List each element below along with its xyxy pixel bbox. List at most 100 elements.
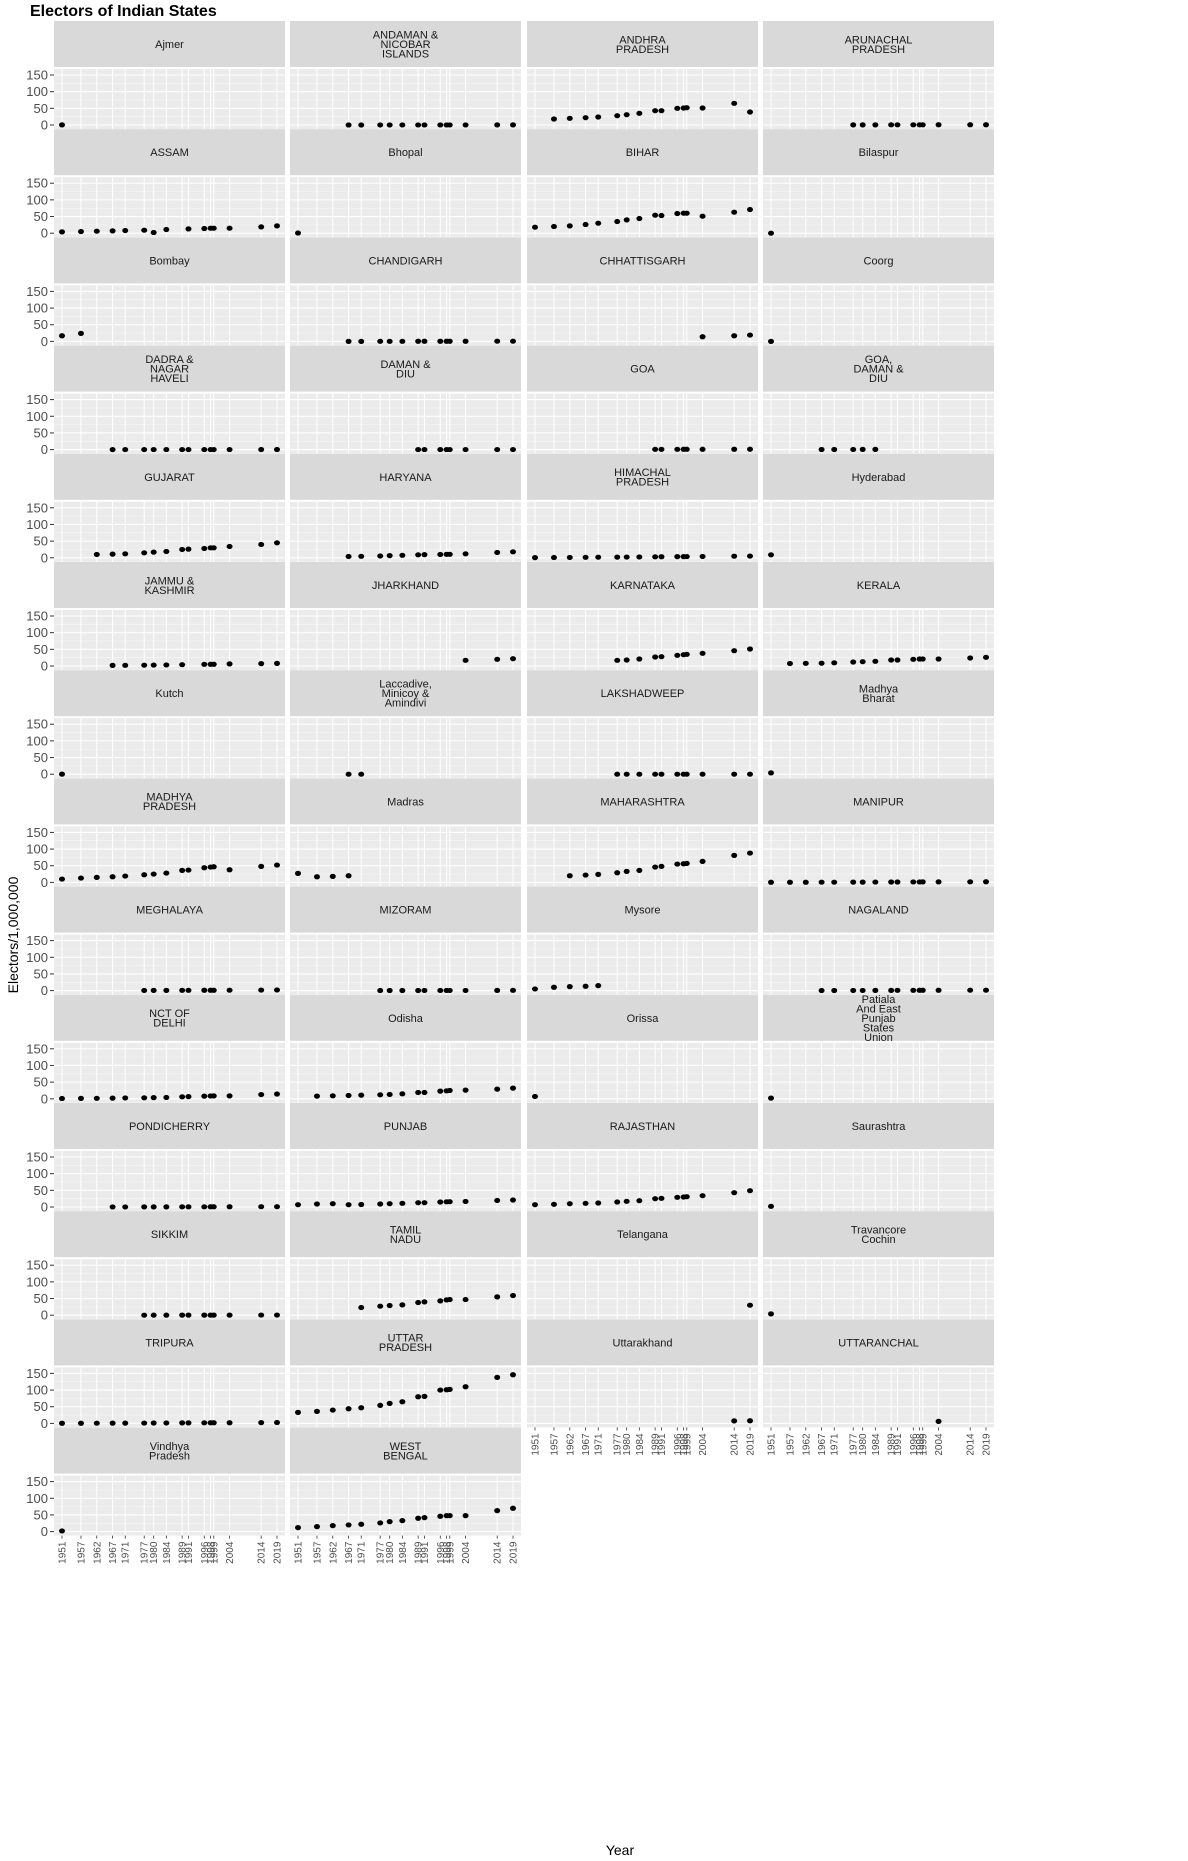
data-point bbox=[731, 100, 738, 106]
data-point bbox=[614, 870, 621, 876]
data-point bbox=[185, 867, 192, 873]
facet-strip bbox=[290, 21, 521, 67]
data-point bbox=[163, 548, 170, 555]
data-point bbox=[731, 852, 738, 859]
data-point bbox=[345, 338, 352, 344]
data-point bbox=[59, 876, 65, 882]
x-tick-label: 1957 bbox=[549, 1433, 560, 1456]
facet-strip bbox=[763, 994, 994, 1041]
facet-strip-label: NAGALAND bbox=[848, 905, 909, 917]
data-point bbox=[141, 987, 148, 994]
data-point bbox=[210, 987, 217, 993]
x-tick-label: 2014 bbox=[966, 1433, 977, 1456]
plot-background bbox=[527, 1259, 758, 1320]
y-tick-label: 150 bbox=[26, 500, 48, 515]
data-point bbox=[446, 987, 453, 994]
data-point bbox=[919, 879, 926, 885]
data-point bbox=[859, 659, 866, 665]
data-point bbox=[967, 122, 974, 128]
data-point bbox=[462, 1296, 469, 1303]
y-tick-label: 0 bbox=[41, 875, 48, 890]
plot-background bbox=[763, 610, 994, 670]
data-point bbox=[699, 105, 706, 111]
facet-strip bbox=[527, 129, 758, 176]
plot-background bbox=[763, 718, 994, 779]
data-point bbox=[595, 1200, 602, 1206]
data-point bbox=[494, 338, 501, 344]
data-point bbox=[614, 657, 621, 663]
x-tick-label: 1999 bbox=[445, 1541, 456, 1564]
x-tick-label: 1967 bbox=[108, 1541, 119, 1564]
data-point bbox=[850, 122, 857, 128]
data-point bbox=[295, 870, 301, 877]
data-point bbox=[683, 860, 690, 867]
data-point bbox=[595, 871, 602, 878]
data-point bbox=[122, 551, 129, 557]
data-point bbox=[566, 223, 573, 229]
y-tick-label: 0 bbox=[41, 1200, 48, 1215]
data-point bbox=[386, 122, 393, 128]
y-tick-label: 150 bbox=[26, 717, 48, 732]
data-point bbox=[185, 226, 192, 232]
x-tick-label: 1957 bbox=[312, 1541, 323, 1564]
x-tick-label: 1989 bbox=[414, 1541, 425, 1564]
data-point bbox=[859, 446, 866, 452]
facet-strip-label: JAMMU & KASHMIR bbox=[144, 575, 194, 597]
data-point bbox=[935, 122, 942, 128]
facet-strip bbox=[527, 453, 758, 500]
data-point bbox=[210, 446, 217, 453]
data-point bbox=[201, 446, 208, 453]
data-point bbox=[274, 987, 280, 993]
facet-strip bbox=[763, 1103, 994, 1149]
plot-background bbox=[54, 934, 285, 995]
data-point bbox=[658, 771, 665, 777]
y-tick-label: 150 bbox=[26, 1474, 48, 1489]
data-point bbox=[399, 122, 406, 128]
data-point bbox=[358, 1092, 365, 1098]
plot-background bbox=[290, 610, 521, 670]
plot-background bbox=[54, 69, 285, 129]
data-point bbox=[150, 871, 157, 877]
data-point bbox=[421, 1393, 428, 1399]
data-point bbox=[415, 122, 422, 128]
facet-panel-jharkhand: JHARKHAND bbox=[290, 562, 521, 670]
data-point bbox=[122, 873, 129, 879]
data-point bbox=[141, 446, 148, 453]
data-point bbox=[872, 987, 879, 994]
y-tick-label: 150 bbox=[26, 284, 48, 299]
data-point bbox=[462, 338, 469, 344]
data-point bbox=[510, 1505, 516, 1511]
data-point bbox=[358, 1405, 365, 1411]
y-tick-label: 50 bbox=[34, 317, 48, 332]
data-point bbox=[59, 333, 65, 339]
data-point bbox=[141, 1095, 148, 1101]
data-point bbox=[141, 227, 148, 233]
facet-panel-bilaspur: Bilaspur bbox=[763, 129, 994, 238]
facet-strip bbox=[763, 1211, 994, 1258]
data-point bbox=[731, 1418, 738, 1424]
facet-strip bbox=[527, 21, 758, 67]
data-point bbox=[894, 987, 901, 993]
data-point bbox=[421, 987, 428, 994]
x-tick-label: 1998 bbox=[442, 1541, 453, 1564]
data-point bbox=[274, 223, 280, 229]
facet-panel-gujarat: GUJARAT 050 100 150 bbox=[26, 453, 285, 565]
facet-strip bbox=[763, 237, 994, 284]
data-point bbox=[399, 1091, 406, 1097]
data-point bbox=[210, 1204, 217, 1210]
facet-strip-label: Patiala And East Punjab States Union bbox=[856, 994, 901, 1044]
facet-panel-odisha: Odisha bbox=[290, 994, 521, 1103]
x-tick-label: 2019 bbox=[982, 1433, 993, 1456]
facet-strip-label: Bilaspur bbox=[859, 147, 899, 159]
x-tick-label: 1971 bbox=[357, 1541, 368, 1564]
data-point bbox=[313, 1201, 320, 1207]
facet-panel-mizoram: MIZORAM bbox=[290, 886, 521, 995]
data-point bbox=[983, 654, 989, 660]
x-tick-label: 2004 bbox=[698, 1433, 709, 1456]
data-point bbox=[919, 656, 926, 662]
data-point bbox=[595, 554, 602, 560]
data-point bbox=[345, 1406, 352, 1412]
facet-panel-chandigarh: CHANDIGARH bbox=[290, 237, 521, 346]
data-point bbox=[674, 652, 681, 658]
facet-panel-goa-daman-diu: GOA, DAMAN & DIU bbox=[763, 345, 994, 454]
